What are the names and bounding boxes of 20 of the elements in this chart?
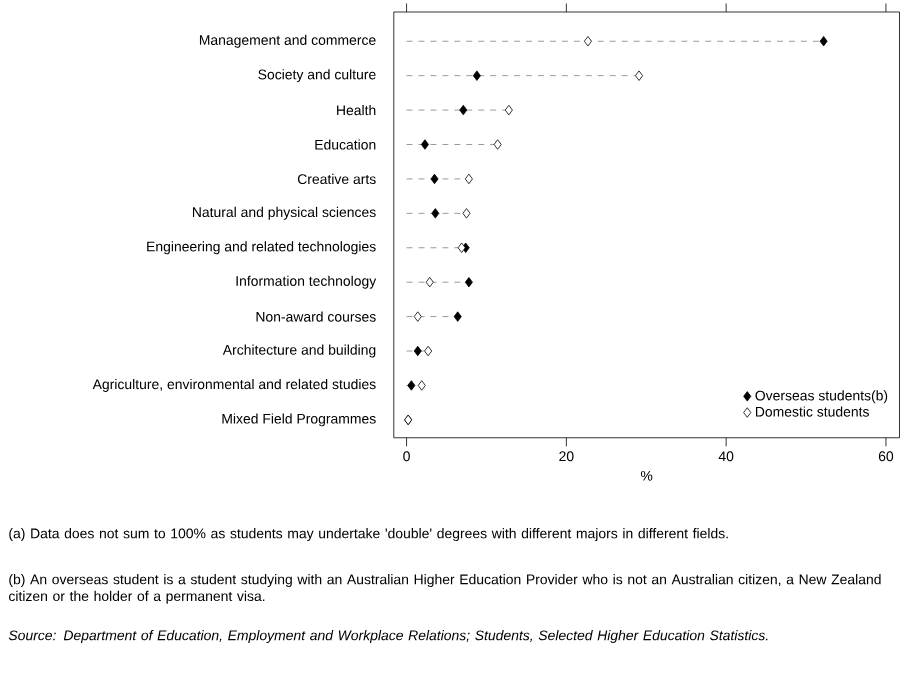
- point: [464, 173, 473, 185]
- point: [459, 105, 468, 116]
- point: [417, 380, 426, 391]
- point: [424, 346, 433, 357]
- point: [464, 277, 473, 288]
- point: [420, 139, 429, 150]
- point: [425, 277, 434, 288]
- point: [431, 208, 440, 219]
- point: [430, 173, 439, 185]
- point: [413, 311, 422, 322]
- point: [453, 311, 462, 322]
- point: [583, 36, 592, 47]
- point: [413, 346, 422, 357]
- point: [504, 105, 513, 116]
- point: [407, 380, 416, 391]
- point: [635, 70, 644, 82]
- point: [472, 70, 481, 82]
- point: [493, 139, 502, 150]
- point: [462, 208, 471, 219]
- point: [819, 36, 828, 47]
